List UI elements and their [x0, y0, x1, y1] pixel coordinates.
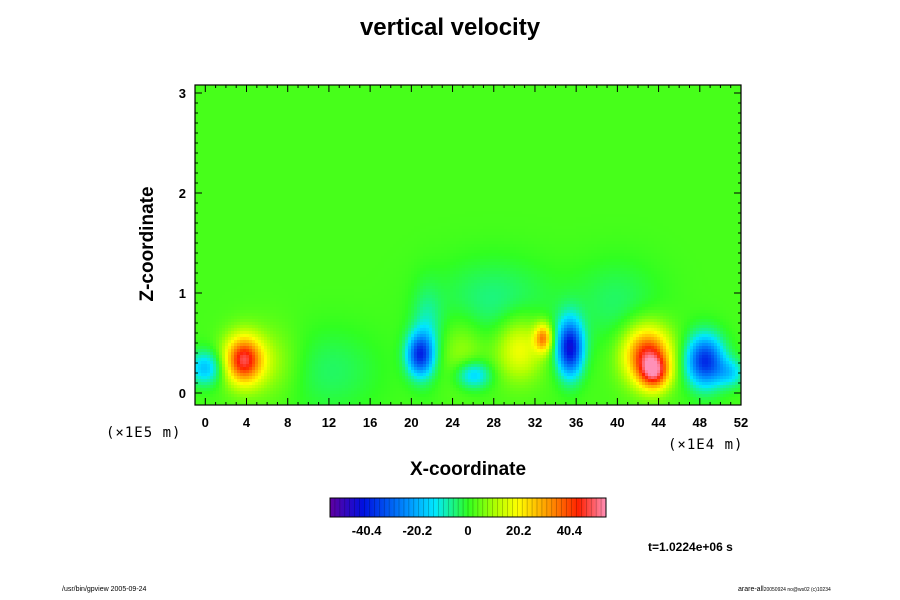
colorbar-tick-label: 0: [464, 523, 471, 538]
x-tick-label: 48: [693, 415, 707, 430]
x-axis-label: X-coordinate: [0, 459, 900, 481]
x-tick-label: 8: [284, 415, 291, 430]
y-tick-label: 0: [179, 386, 186, 401]
x-tick-label: 0: [202, 415, 209, 430]
y-tick-label: 3: [179, 86, 186, 101]
y-tick-label: 1: [179, 286, 186, 301]
y-unit-label: (×1E5 m): [106, 425, 181, 441]
footer-right: arare-all20050924 no@ws02 (c)10234: [738, 586, 831, 593]
x-tick-label: 12: [322, 415, 336, 430]
time-label: t=1.0224e+06 s: [648, 540, 733, 554]
x-unit-label: (×1E4 m): [668, 437, 743, 453]
x-tick-label: 36: [569, 415, 583, 430]
x-tick-label: 32: [528, 415, 542, 430]
x-tick-label: 52: [734, 415, 748, 430]
x-tick-label: 20: [404, 415, 418, 430]
colorbar-tick-label: 40.4: [557, 523, 583, 538]
x-tick-label: 4: [243, 415, 251, 430]
colorbar-tick-label: -20.2: [402, 523, 432, 538]
y-tick-labels: 0 1 2 3: [179, 86, 186, 401]
x-tick-label: 44: [651, 415, 666, 430]
x-tick-label: 24: [445, 415, 460, 430]
footer-left: /usr/bin/gpview 2005-09-24: [62, 586, 146, 593]
x-tick-label: 40: [610, 415, 624, 430]
colorbar-tick-label: -40.4: [352, 523, 382, 538]
x-tick-labels: 0 4 8 12 16 20 24 28 32 36 40 44 48 52: [202, 415, 749, 430]
y-tick-label: 2: [179, 186, 186, 201]
y-axis-label: Z-coordinate: [137, 186, 159, 301]
footer-right-main: arare-all: [738, 586, 764, 593]
x-tick-label: 16: [363, 415, 377, 430]
colorbar-labels: -40.4 -20.2 0 20.2 40.4: [352, 523, 583, 538]
colorbar-tick-label: 20.2: [506, 523, 531, 538]
heatmap-field: [195, 85, 741, 406]
x-tick-label: 28: [487, 415, 501, 430]
footer-right-small: 20050924 no@ws02 (c)10234: [764, 587, 831, 593]
